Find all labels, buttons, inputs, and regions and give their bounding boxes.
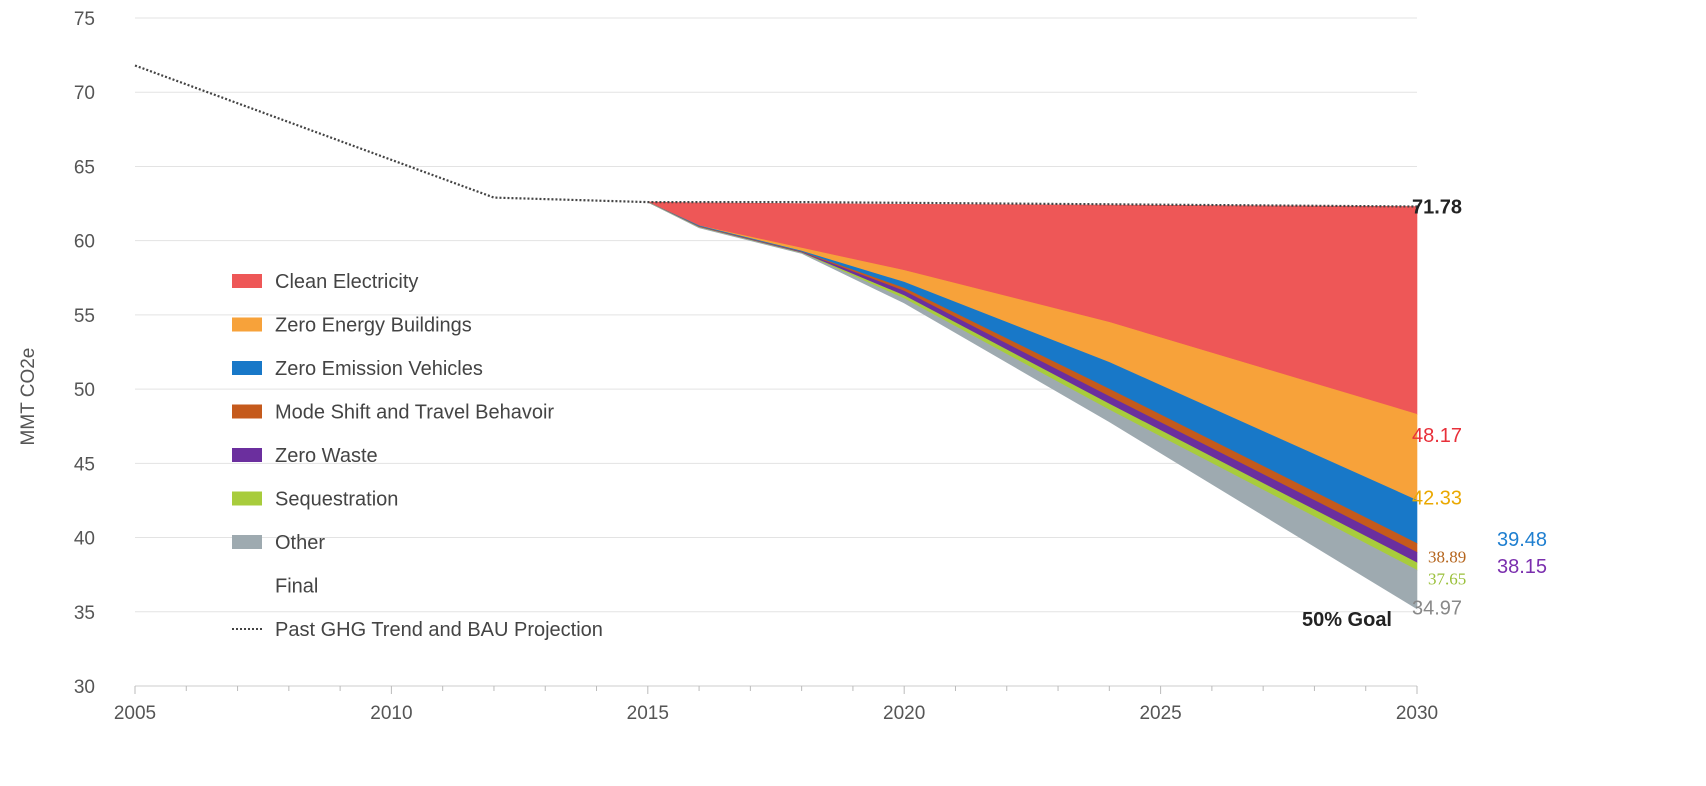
legend-swatch-other <box>232 535 262 549</box>
end-value-labels: 71.78 48.17 42.33 39.48 38.89 38.15 37.65 34.97 <box>1412 197 1547 620</box>
x-tick-label: 2015 <box>627 703 669 724</box>
end-label-48-17: 48.17 <box>1412 425 1462 447</box>
annotations: 50% Goal <box>1302 609 1392 631</box>
legend: Clean Electricity Zero Energy Buildings Ze… <box>232 271 603 641</box>
area-other <box>647 201 1418 610</box>
legend-label-clean-electricity: Clean Electricity <box>275 271 418 293</box>
legend-label-past-ghg-trend-and-bau-projection: Past GHG Trend and BAU Projection <box>275 619 603 641</box>
end-label-38-89: 38.89 <box>1428 547 1466 566</box>
end-label-34-97: 34.97 <box>1412 597 1462 619</box>
y-tick-label: 30 <box>74 677 95 698</box>
y-tick-label: 65 <box>74 157 95 178</box>
x-tick-label: 2005 <box>114 703 156 724</box>
legend-label-zero-waste: Zero Waste <box>275 445 378 467</box>
legend-label-sequestration: Sequestration <box>275 489 398 511</box>
x-tick-label: 2030 <box>1396 703 1438 724</box>
legend-swatch-clean-electricity <box>232 274 262 288</box>
bau-line-group <box>134 64 1418 208</box>
legend-swatch-zero-energy-buildings <box>232 317 262 332</box>
y-tick-label: 55 <box>74 306 95 327</box>
y-tick-label: 70 <box>74 83 95 104</box>
x-tick-label: 2025 <box>1139 703 1181 724</box>
y-tick-label: 75 <box>74 9 95 30</box>
annotation-50-goal: 50% Goal <box>1302 609 1392 631</box>
y-tick-label: 45 <box>74 454 95 475</box>
y-tick-label: 40 <box>74 529 95 550</box>
bau-line <box>134 64 1418 208</box>
x-axis: 2005 2010 2015 2020 2025 2030 <box>114 686 1438 724</box>
end-label-38-15: 38.15 <box>1497 556 1547 578</box>
end-label-39-48: 39.48 <box>1497 529 1547 551</box>
legend-swatch-sequestration <box>232 491 262 506</box>
end-label-71-78: 71.78 <box>1412 197 1462 219</box>
legend-label-final: Final <box>275 576 318 598</box>
end-label-37-65: 37.65 <box>1428 570 1466 589</box>
y-axis-title: MMT CO2e <box>18 348 39 446</box>
legend-label-zero-emission-vehicles: Zero Emission Vehicles <box>275 358 483 380</box>
legend-label-zero-energy-buildings: Zero Energy Buildings <box>275 315 472 337</box>
y-tick-label: 35 <box>74 603 95 624</box>
wedge-areas <box>647 201 1418 610</box>
x-tick-label: 2010 <box>370 703 412 724</box>
legend-swatch-mode-shift-and-travel-behavoir <box>232 404 262 419</box>
x-tick-label: 2020 <box>883 703 925 724</box>
grid-lines <box>135 17 1417 687</box>
legend-swatch-zero-emission-vehicles <box>232 361 262 375</box>
y-tick-label: 50 <box>74 380 95 401</box>
legend-label-other: Other <box>275 532 325 554</box>
y-tick-label: 60 <box>74 232 95 253</box>
y-axis: 30 35 40 45 50 55 60 65 70 75 <box>74 9 95 698</box>
legend-swatch-zero-waste <box>232 448 262 462</box>
legend-label-mode-shift-and-travel-behavoir: Mode Shift and Travel Behavoir <box>275 402 554 424</box>
end-label-42-33: 42.33 <box>1412 487 1462 509</box>
